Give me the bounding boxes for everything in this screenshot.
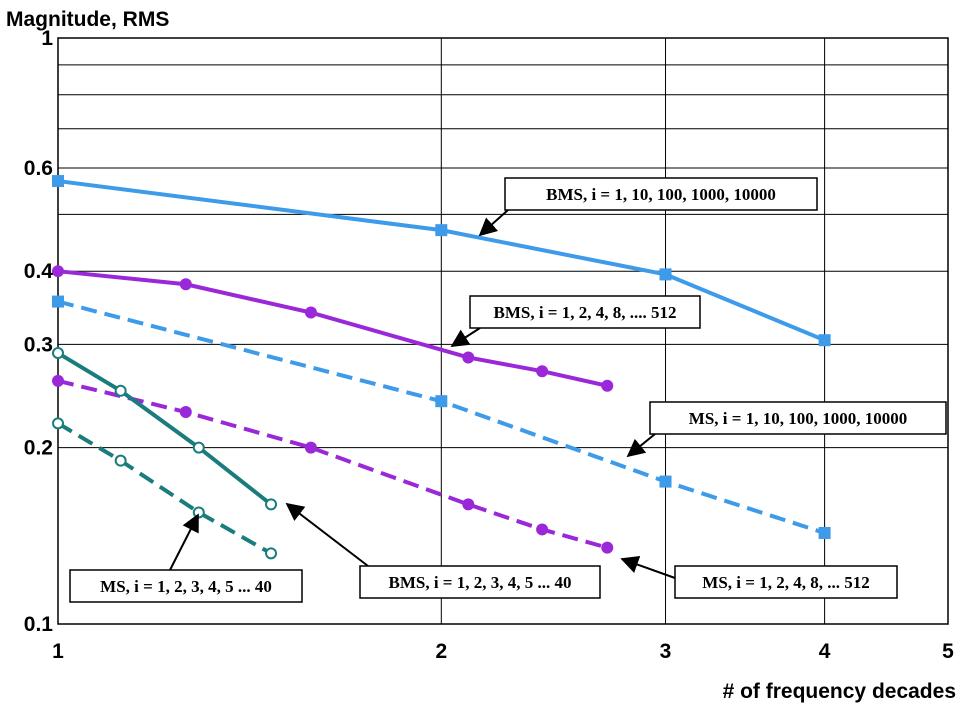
annotation-box	[359, 565, 601, 599]
data-point	[265, 498, 278, 511]
plot-frame	[57, 37, 949, 625]
data-point	[192, 506, 205, 519]
tick-labels: 0.1 0.2 0.3 0.4 0.6 1 1 2 3 4 5	[24, 27, 954, 663]
data-point	[435, 224, 448, 237]
annotation-arrow	[626, 433, 656, 458]
data-point	[52, 175, 64, 188]
annotation-text: BMS, i = 1, 2, 3, 4, 5 ... 40	[389, 573, 572, 592]
series-line	[56, 421, 273, 556]
annotation-5: MS, i = 1, 2, 4, 8, ... 512	[620, 555, 898, 599]
series-4	[52, 347, 278, 511]
annotation-box	[69, 569, 303, 603]
data-point	[52, 374, 64, 387]
annotation-arrow	[450, 327, 481, 347]
data-point	[659, 475, 672, 488]
y-axis-label: Magnitude, RMS	[6, 8, 169, 31]
annotation-text: MS, i = 1, 10, 100, 1000, 10000	[689, 409, 907, 428]
x-tick-label: 4	[819, 640, 831, 663]
grid	[58, 38, 948, 624]
data-point	[818, 526, 831, 539]
y-tick-label: 0.4	[24, 260, 54, 283]
annotation-text: MS, i = 1, 2, 4, 8, ... 512	[702, 573, 869, 592]
data-point	[179, 406, 192, 419]
series-5	[52, 417, 278, 560]
annotation-box	[674, 565, 898, 599]
series-1	[52, 295, 831, 539]
series-0	[52, 175, 831, 347]
annotation-0: BMS, i = 1, 10, 100, 1000, 10000	[478, 177, 818, 237]
annotation-box	[469, 295, 701, 329]
annotation-text: MS, i = 1, 2, 3, 4, 5 ... 40	[100, 577, 272, 596]
x-tick-label: 2	[435, 640, 447, 663]
annotation-arrow	[169, 513, 199, 571]
x-axis-label: # of frequency decades	[723, 680, 956, 703]
series-2	[52, 265, 614, 392]
data-point	[114, 384, 127, 397]
series-line	[57, 378, 608, 550]
annotation-arrow	[620, 555, 676, 579]
annotation-1: BMS, i = 1, 2, 4, 8, .... 512	[450, 295, 701, 347]
data-point	[601, 379, 614, 392]
annotation-arrow	[478, 209, 509, 237]
annotation-box	[649, 401, 947, 435]
y-tick-label: 0.2	[24, 437, 53, 460]
data-point	[52, 347, 64, 360]
y-tick-label: 0.6	[24, 157, 53, 180]
data-point	[659, 268, 672, 281]
annotation-text: BMS, i = 1, 2, 4, 8, .... 512	[494, 303, 677, 322]
series-line	[57, 299, 826, 535]
data-point	[179, 278, 192, 291]
annotation-text: BMS, i = 1, 10, 100, 1000, 10000	[546, 185, 776, 204]
data-point	[462, 498, 475, 511]
annotation-box	[504, 177, 818, 211]
data-point	[52, 295, 64, 308]
data-point	[435, 395, 448, 408]
annotations: BMS, i = 1, 10, 100, 1000, 10000 BMS, i =…	[69, 177, 947, 603]
data-point	[601, 541, 614, 554]
data-point	[114, 454, 127, 467]
annotation-4: BMS, i = 1, 2, 3, 4, 5 ... 40	[285, 502, 601, 599]
x-tick-label: 1	[52, 640, 64, 663]
data-point	[536, 523, 549, 536]
series-line	[57, 179, 826, 343]
data-point	[52, 265, 64, 278]
series-3	[52, 374, 614, 554]
annotation-2: MS, i = 1, 10, 100, 1000, 10000	[626, 401, 947, 458]
data-point	[304, 306, 317, 319]
data-point	[536, 365, 549, 378]
data-point	[818, 334, 831, 347]
series-layer	[52, 175, 831, 560]
series-line	[57, 269, 608, 388]
data-point	[462, 351, 475, 364]
x-tick-label: 5	[942, 640, 954, 663]
x-tick-label: 3	[660, 640, 672, 663]
data-point	[265, 547, 278, 560]
series-line	[56, 351, 273, 506]
annotation-3: MS, i = 1, 2, 3, 4, 5 ... 40	[69, 513, 303, 603]
data-point	[192, 441, 205, 454]
data-point	[304, 441, 317, 454]
y-tick-label: 0.3	[24, 333, 53, 356]
y-tick-label: 0.1	[24, 613, 54, 636]
y-tick-label: 1	[41, 27, 53, 50]
data-point	[52, 417, 64, 430]
annotation-arrow	[285, 502, 369, 567]
